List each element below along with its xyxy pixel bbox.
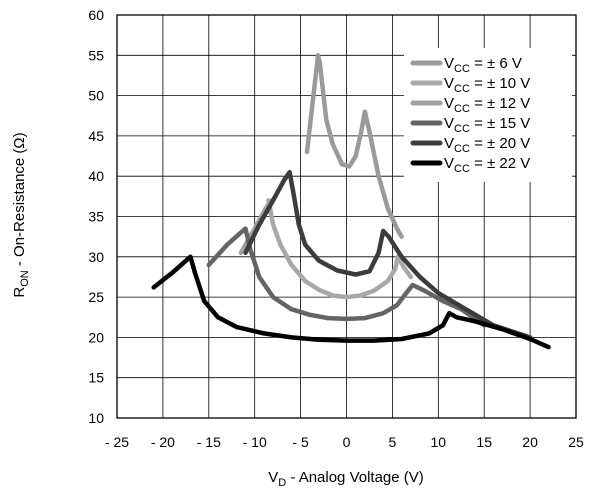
legend-entry: VCC = ± 20 V xyxy=(444,135,530,155)
x-tick-label: 10 xyxy=(431,434,447,450)
series-line-1 xyxy=(266,198,414,300)
y-tick-label: 10 xyxy=(88,410,104,426)
x-tick-label: - 5 xyxy=(292,434,309,450)
x-tick-label: 20 xyxy=(522,434,538,450)
y-tick-label: 40 xyxy=(88,168,104,184)
y-tick-label: 60 xyxy=(88,7,104,23)
y-tick-label: 20 xyxy=(88,329,104,345)
y-axis-label: RON - On-Resistance (Ω) xyxy=(11,132,31,297)
legend-entry: VCC = ± 10 V xyxy=(444,75,530,95)
series-line-5 xyxy=(151,254,551,350)
x-tick-labels: - 25 - 20 - 15 - 10 - 5 0 5 10 15 20 25 xyxy=(105,434,584,450)
y-tick-labels: 10 15 20 25 30 35 40 45 50 55 60 xyxy=(88,7,104,426)
legend-entry: VCC = ± 22 V xyxy=(444,155,530,175)
y-tick-label: 50 xyxy=(88,88,104,104)
x-tick-label: 15 xyxy=(476,434,492,450)
y-tick-label: 15 xyxy=(88,370,104,386)
legend-box xyxy=(404,48,572,182)
x-tick-label: - 20 xyxy=(151,434,175,450)
series-line-0 xyxy=(304,53,404,239)
series-line-4 xyxy=(243,169,533,340)
x-tick-label: - 15 xyxy=(197,434,221,450)
y-tick-label: 25 xyxy=(88,289,104,305)
series-line-3 xyxy=(206,226,487,328)
series-group xyxy=(151,53,551,350)
x-tick-label: 5 xyxy=(389,434,397,450)
y-tick-label: 55 xyxy=(88,47,104,63)
legend-entry: VCC = ± 15 V xyxy=(444,115,530,135)
y-tick-label: 35 xyxy=(88,209,104,225)
x-axis-label: VD - Analog Voltage (V) xyxy=(268,469,424,489)
legend-entry: VCC = ± 6 V xyxy=(444,55,522,75)
legend-entry: VCC = ± 12 V xyxy=(444,95,530,115)
x-tick-label: - 25 xyxy=(105,434,129,450)
y-tick-label: 45 xyxy=(88,128,104,144)
plot-frame xyxy=(116,14,577,419)
x-tick-label: 25 xyxy=(568,434,584,450)
y-tick-label: 30 xyxy=(88,249,104,265)
x-tick-label: 0 xyxy=(343,434,351,450)
x-tick-label: - 10 xyxy=(243,434,267,450)
